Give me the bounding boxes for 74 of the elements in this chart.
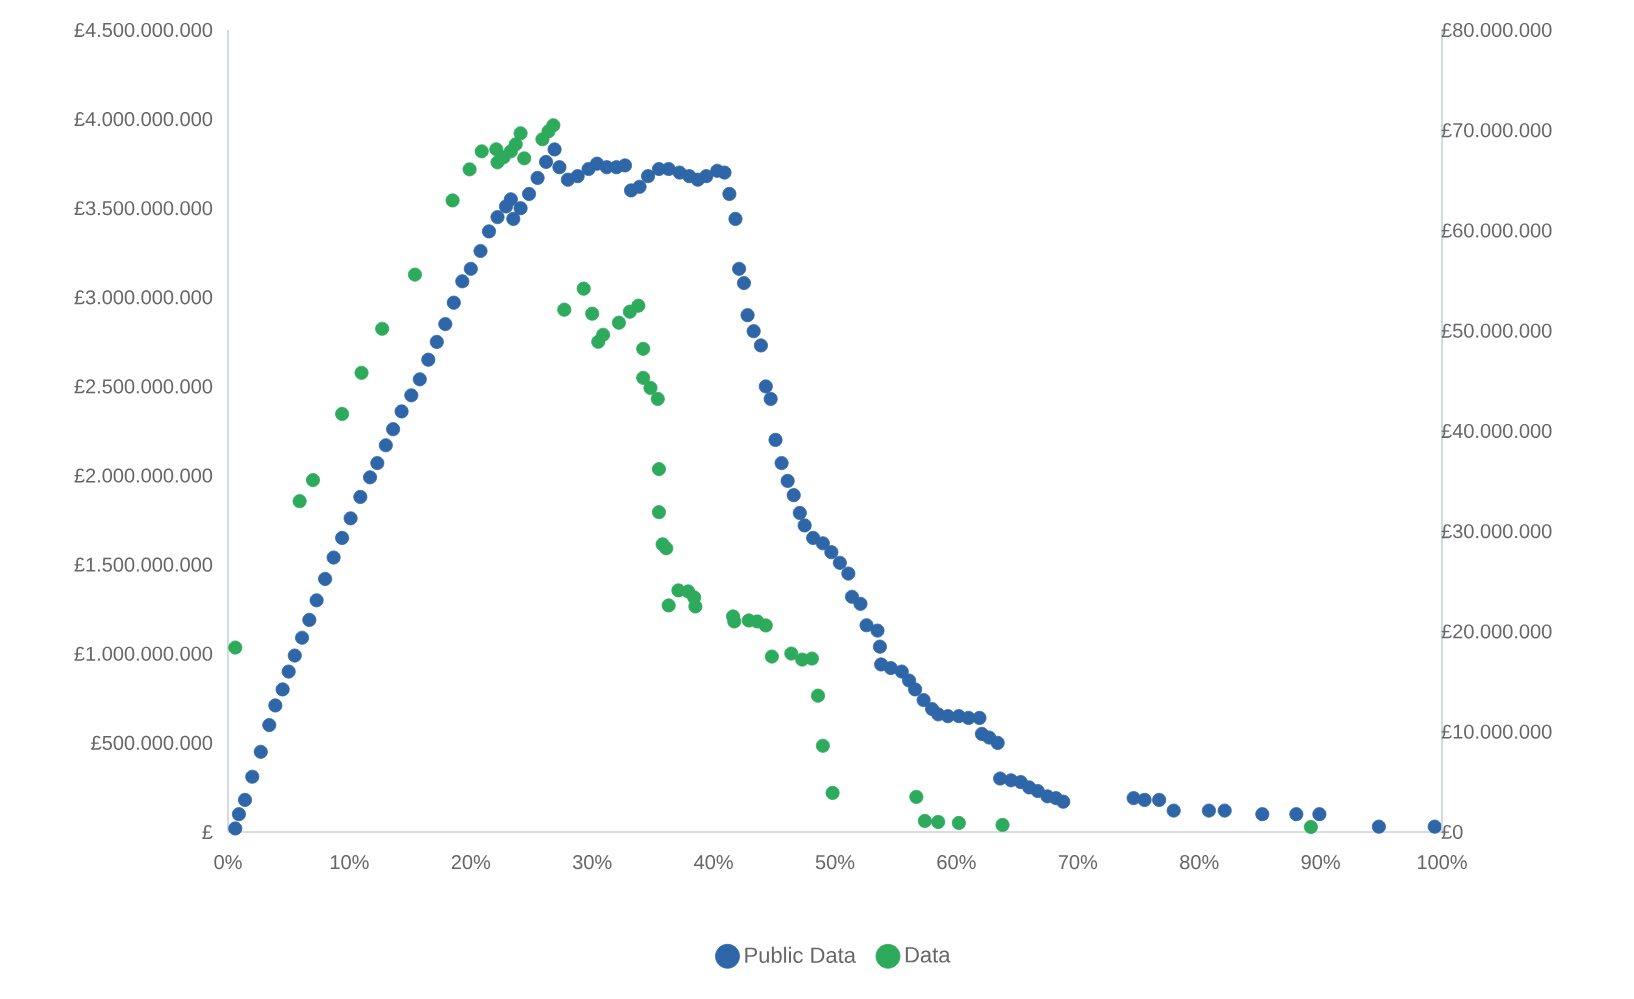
point — [1303, 819, 1318, 834]
point — [611, 315, 626, 330]
point — [651, 462, 666, 477]
y-tick-label: £ — [202, 825, 213, 839]
x-tick-label: 100% — [1417, 855, 1467, 870]
x-tick-label: 70% — [1058, 855, 1098, 870]
point — [557, 302, 572, 317]
point — [688, 599, 703, 614]
point — [513, 126, 528, 141]
y2-tick-label: £70.000.000 — [1441, 123, 1552, 138]
point — [631, 298, 646, 313]
x-tick-label: 40% — [694, 855, 733, 870]
point — [909, 789, 924, 804]
x-tick-label: 60% — [937, 855, 976, 870]
point — [292, 494, 307, 509]
point — [650, 391, 665, 406]
point — [305, 473, 320, 488]
y2-tick-label: £80.000.000 — [1441, 22, 1552, 38]
point — [825, 785, 840, 800]
x-tick-label: 0% — [214, 855, 242, 870]
y2-tick-label: £20.000.000 — [1441, 624, 1552, 639]
point — [462, 162, 477, 177]
y-tick-label: £4.000.000.000 — [74, 112, 213, 127]
point — [659, 541, 674, 556]
x-tick-label: 30% — [572, 855, 612, 870]
point — [375, 321, 390, 336]
point — [661, 598, 676, 613]
x-tick-label: 20% — [451, 855, 491, 870]
point — [995, 817, 1010, 832]
point — [815, 738, 830, 753]
point — [508, 137, 523, 152]
y2-tick-label: £60.000.000 — [1441, 223, 1552, 238]
y2-tick-label: £50.000.000 — [1441, 323, 1552, 338]
point — [636, 370, 651, 385]
point — [585, 306, 600, 321]
point — [407, 267, 422, 282]
point — [643, 380, 658, 395]
point — [228, 640, 243, 655]
point — [804, 651, 819, 666]
y-tick-label: £500.000.000 — [91, 735, 213, 750]
point — [951, 815, 966, 830]
x-tick-label: 80% — [1180, 855, 1219, 870]
y-tick-label: £1.500.000.000 — [74, 557, 213, 572]
point — [764, 649, 779, 664]
point — [354, 365, 369, 380]
y-tick-label: £1.000.000.000 — [74, 646, 213, 661]
x-tick-label: 50% — [815, 855, 855, 870]
point — [811, 688, 826, 703]
point — [474, 144, 489, 159]
point — [576, 281, 591, 296]
legend-label: Public Data — [745, 946, 856, 963]
legend-label: Data — [905, 947, 951, 963]
point — [651, 505, 666, 520]
point — [784, 646, 799, 661]
point — [546, 118, 561, 133]
y2-tick-label: £0 — [1441, 824, 1463, 840]
y-tick-label: £2.000.000.000 — [74, 468, 213, 483]
point — [917, 813, 932, 828]
point — [931, 814, 946, 829]
x-tick-label: 10% — [330, 855, 369, 870]
point — [596, 327, 611, 342]
y-tick-label: £2.500.000.000 — [74, 379, 213, 394]
y-tick-label: £3.500.000.000 — [74, 201, 213, 216]
y2-tick-label: £10.000.000 — [1441, 724, 1552, 739]
point — [758, 618, 773, 633]
y-tick-label: £4.500.000.000 — [74, 22, 213, 38]
y2-tick-label: £40.000.000 — [1441, 423, 1552, 439]
point — [636, 341, 651, 356]
point — [445, 193, 460, 208]
point — [517, 151, 532, 166]
y-tick-label: £3.000.000.000 — [74, 290, 213, 305]
x-tick-label: 90% — [1301, 855, 1340, 870]
y2-tick-label: £30.000.000 — [1441, 524, 1552, 539]
point — [335, 406, 350, 421]
